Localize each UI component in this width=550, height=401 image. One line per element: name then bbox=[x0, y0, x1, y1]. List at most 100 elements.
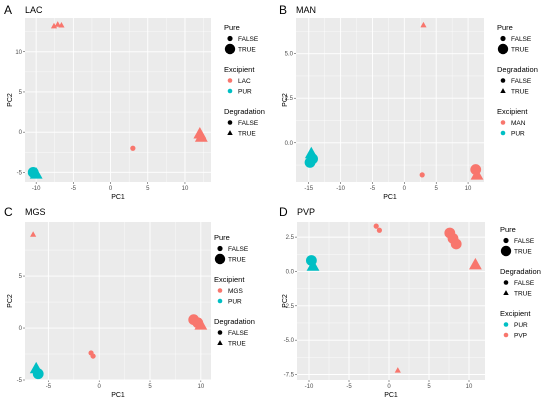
legend-item-label: TRUE bbox=[238, 47, 256, 54]
legend-title: Pure bbox=[214, 233, 230, 242]
legend-title: Excipient bbox=[500, 309, 531, 318]
x-tick-label: 0 bbox=[98, 384, 102, 390]
data-point bbox=[32, 368, 44, 380]
x-tick-label: -5 bbox=[370, 186, 376, 192]
legend-key bbox=[503, 290, 509, 296]
legend-item-label: PUR bbox=[238, 89, 252, 96]
legend-key bbox=[227, 130, 233, 136]
chart-title: PVP bbox=[297, 207, 315, 217]
chart-panel-man: B MAN -15 -10 -5 0 5 10 0.0 2.5 5.0 PC1 PC2 Pure FALSE… bbox=[279, 3, 538, 201]
legend-key bbox=[227, 78, 233, 83]
legend-item-label: FALSE bbox=[514, 280, 535, 287]
legend-key bbox=[217, 245, 223, 252]
data-point bbox=[50, 22, 58, 29]
data-point bbox=[194, 130, 208, 142]
y-tick-label: 2.5 bbox=[286, 235, 295, 241]
y-axis-title: PC2 bbox=[282, 294, 289, 308]
legend-item-label: FALSE bbox=[228, 246, 249, 253]
legend-key bbox=[500, 35, 506, 42]
legend-title: Pure bbox=[497, 23, 513, 32]
data-point bbox=[30, 231, 37, 237]
legend-item-label: MGS bbox=[228, 288, 243, 295]
legend-item-label: LAC bbox=[238, 78, 251, 85]
data-point bbox=[304, 156, 316, 168]
legend-item-label: FALSE bbox=[228, 330, 249, 337]
legend-item-label: TRUE bbox=[514, 249, 532, 256]
x-axis-title: PC1 bbox=[111, 194, 125, 201]
legend-key bbox=[217, 298, 223, 304]
legend-key bbox=[500, 245, 512, 257]
y-tick-label: 0 bbox=[19, 130, 23, 136]
legend-key bbox=[227, 88, 233, 94]
chart-panel-lac: A LAC -10 -5 0 5 10 -5 0 5 10 PC1 PC2 Pure FALSE TRUE Ex… bbox=[4, 3, 265, 201]
legend-item-label: FALSE bbox=[238, 120, 259, 127]
y-tick-label: -2.5 bbox=[284, 304, 295, 310]
legend-item-label: FALSE bbox=[511, 78, 532, 85]
data-point bbox=[419, 172, 425, 178]
legend-title: Degradation bbox=[224, 107, 265, 116]
legend-key bbox=[217, 340, 223, 346]
legend-title: Degradation bbox=[214, 317, 255, 326]
legend-title: Pure bbox=[224, 23, 240, 32]
legend-title: Excipient bbox=[214, 275, 245, 284]
data-point bbox=[470, 168, 484, 180]
y-axis-title: PC2 bbox=[282, 93, 289, 107]
x-axis-title: PC1 bbox=[111, 392, 125, 399]
y-axis-title: PC2 bbox=[7, 93, 14, 107]
y-tick-label: 0.0 bbox=[286, 269, 295, 275]
x-axis-title: PC1 bbox=[383, 194, 397, 201]
data-point bbox=[420, 21, 427, 28]
chart-title: MAN bbox=[296, 5, 316, 15]
legend-key bbox=[503, 280, 509, 285]
x-tick-label: -10 bbox=[305, 384, 314, 390]
legend-item-label: TRUE bbox=[228, 341, 246, 348]
chart-panel-pvp: D PVP -10 -5 0 5 10 -7.5 -5.0 -2.5 0.0 2.5 PC1 PC2 Pur… bbox=[279, 205, 541, 399]
y-tick-label: 0 bbox=[19, 326, 23, 332]
chart-panel-mgs: C MGS -5 0 5 10 -5 0 5 PC1 PC2 Pure FALSE TRUE Excipie… bbox=[4, 205, 255, 399]
x-tick-label: -5 bbox=[46, 384, 52, 390]
legend-item-label: PUR bbox=[514, 322, 528, 329]
legend-item-label: FALSE bbox=[514, 238, 535, 245]
y-tick-label: 5 bbox=[19, 274, 23, 280]
legend-key bbox=[500, 88, 506, 94]
panel-label: B bbox=[279, 3, 287, 17]
data-point bbox=[54, 21, 61, 27]
x-tick-label: 5 bbox=[146, 186, 150, 192]
y-tick-label: 0.0 bbox=[285, 141, 294, 147]
data-point bbox=[29, 167, 43, 179]
plot-area bbox=[25, 222, 211, 380]
x-tick-label: -10 bbox=[32, 186, 41, 192]
legend-key bbox=[224, 43, 236, 55]
x-tick-label: 10 bbox=[466, 384, 473, 390]
legend-item-label: FALSE bbox=[238, 36, 259, 43]
x-tick-label: 10 bbox=[182, 186, 189, 192]
x-tick-label: -5 bbox=[71, 186, 77, 192]
legend-key bbox=[500, 78, 506, 83]
x-tick-label: 10 bbox=[197, 384, 204, 390]
legend-item-label: MAN bbox=[511, 120, 526, 127]
y-tick-label: -5 bbox=[17, 170, 23, 176]
y-tick-label: -5.0 bbox=[284, 338, 295, 344]
legend-key bbox=[503, 322, 509, 327]
y-tick-label: 10 bbox=[15, 50, 22, 56]
data-point bbox=[194, 318, 208, 330]
y-tick-label: 5.0 bbox=[285, 52, 294, 58]
legend-key bbox=[503, 237, 509, 244]
data-point bbox=[376, 227, 382, 233]
legend-key bbox=[214, 253, 226, 265]
plot-area bbox=[25, 18, 211, 182]
legend-key bbox=[227, 120, 233, 125]
data-point bbox=[394, 367, 401, 373]
data-point bbox=[306, 259, 320, 271]
legend-title: Degradation bbox=[497, 65, 538, 74]
plot-area bbox=[296, 18, 484, 182]
y-tick-label: 5 bbox=[19, 90, 23, 96]
y-tick-label: -5 bbox=[17, 378, 23, 384]
legend-item-label: TRUE bbox=[238, 131, 256, 138]
data-point bbox=[58, 21, 65, 28]
legend-key bbox=[497, 43, 509, 55]
x-tick-label: -15 bbox=[304, 186, 313, 192]
y-axis-title: PC2 bbox=[7, 294, 14, 308]
x-tick-label: 5 bbox=[148, 384, 152, 390]
